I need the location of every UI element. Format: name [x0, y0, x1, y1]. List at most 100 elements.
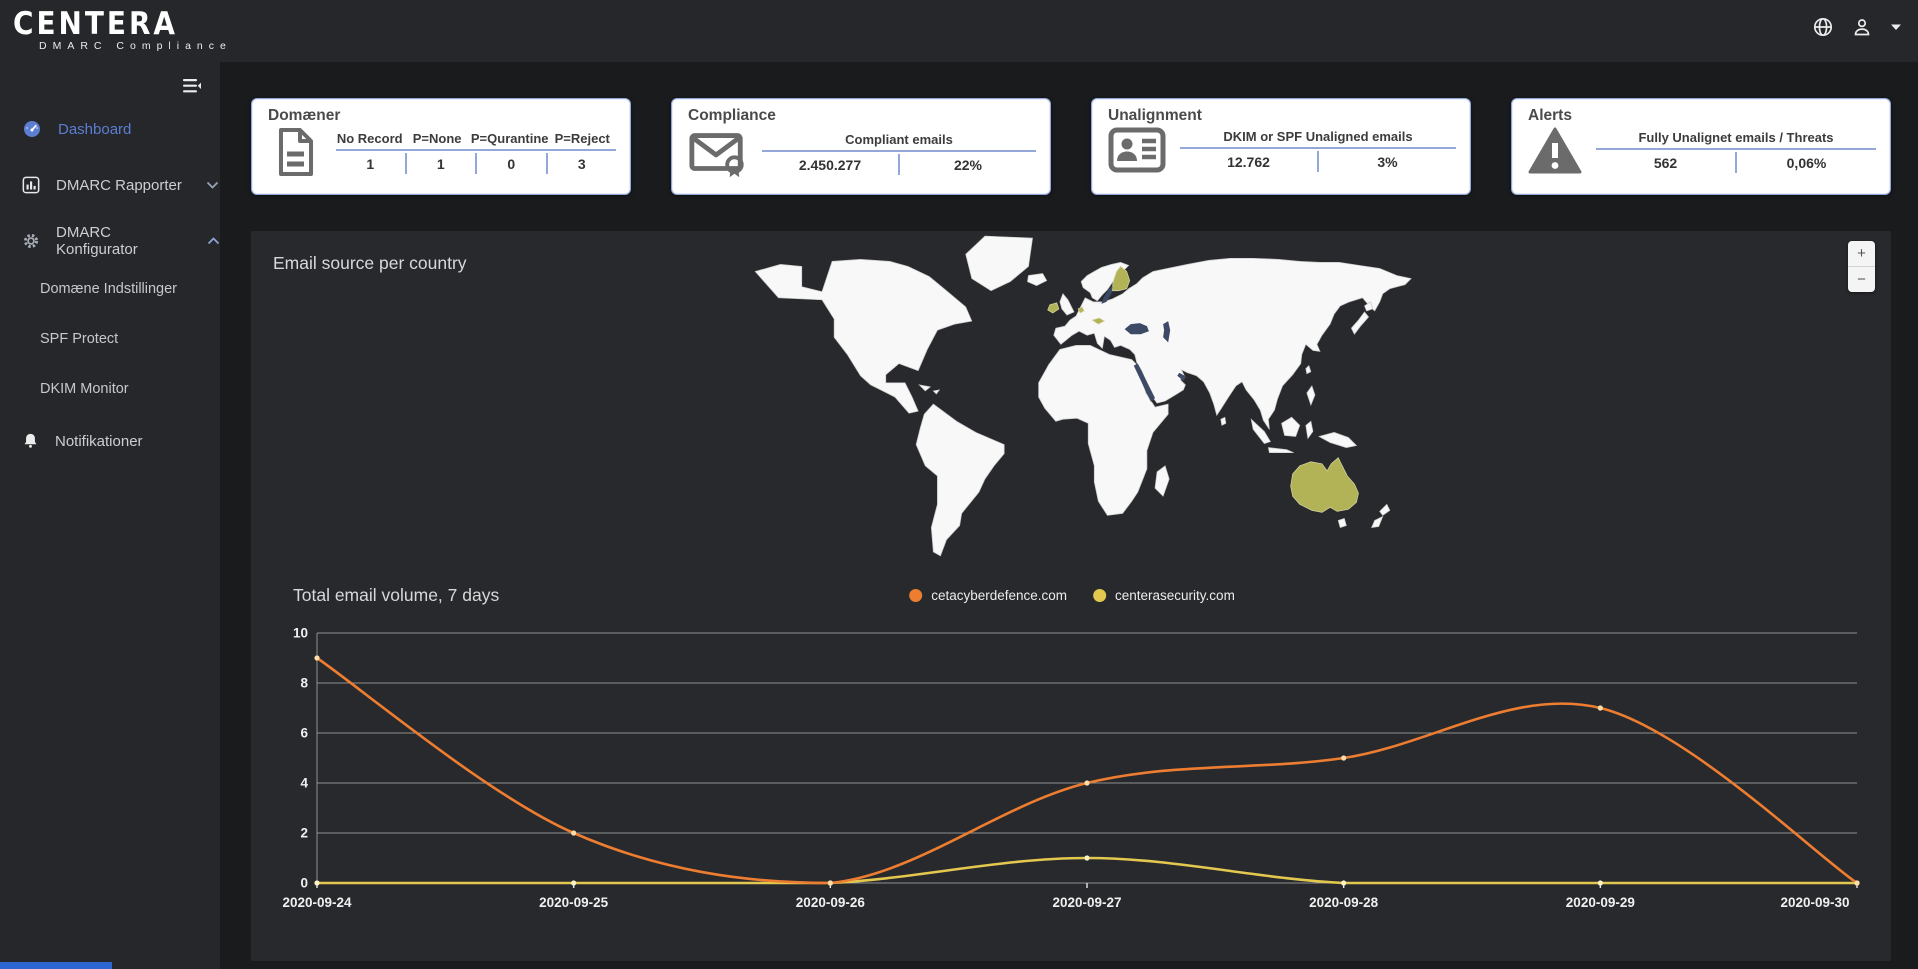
envelope-icon	[688, 127, 748, 179]
map-island-java	[1267, 447, 1294, 454]
chart-legend: cetacyberdefence.com centerasecurity.com	[909, 588, 1235, 603]
stat-value: 1	[366, 155, 375, 172]
stat-card-unalignment: Unalignment DKIM or SPF Unaligned emails 1…	[1091, 98, 1471, 195]
stat-value: 3%	[1317, 150, 1456, 172]
map-country-austria[interactable]	[1091, 317, 1106, 325]
stat-cards-row: Domæner No Record P=None P=Qurantine P=Rejec…	[251, 98, 1891, 195]
bell-icon	[22, 432, 39, 450]
gear-icon	[22, 232, 40, 250]
map-country-finland[interactable]	[1111, 265, 1131, 292]
data-point-cetacyberdefence-com-2020-09-28[interactable]	[1341, 755, 1347, 761]
barchart-icon	[22, 176, 40, 194]
map-island-new-guinea	[1318, 432, 1358, 448]
warning-icon	[1528, 127, 1582, 175]
main-content: Domæner No Record P=None P=Qurantine P=Rejec…	[220, 62, 1918, 969]
data-point-centerasecurity-com-2020-09-24[interactable]	[314, 880, 320, 886]
map-title: Email source per country	[273, 253, 467, 273]
card-stats: No Record P=None P=Qurantine P=Reject 1 1 0 3	[336, 131, 616, 174]
stat-header: No Record	[336, 130, 403, 146]
map-island-sri-lanka	[1220, 416, 1227, 426]
series-line-centerasecurity-com	[315, 856, 1859, 885]
map-landmass-north-america	[754, 258, 973, 414]
sidebar-subitem-spf-protect[interactable]: SPF Protect	[40, 331, 119, 347]
sidebar-nav: Dashboard DMARC Rapporter DMARC Konfigurat…	[0, 112, 220, 458]
map-island-sumatra	[1250, 418, 1271, 444]
stat-divider	[1596, 147, 1876, 150]
data-point-centerasecurity-com-2020-09-27[interactable]	[1084, 855, 1090, 861]
card-stats: Compliant emails 2.450.277 22%	[762, 132, 1036, 175]
horizontal-scrollbar[interactable]	[0, 962, 112, 969]
sidebar-item-dashboard[interactable]: Dashboard	[0, 112, 220, 146]
stat-card-dom-ner: Domæner No Record P=None P=Qurantine P=Rejec…	[251, 98, 631, 195]
y-axis-label: 2	[300, 826, 308, 841]
topbar-actions	[1812, 16, 1902, 38]
data-point-cetacyberdefence-com-2020-09-30[interactable]	[1854, 880, 1860, 886]
legend-item-centerasecurity-com[interactable]: centerasecurity.com	[1093, 588, 1235, 603]
menu-fold-icon[interactable]	[182, 78, 202, 99]
globe-icon[interactable]	[1812, 16, 1834, 38]
data-point-cetacyberdefence-com-2020-09-29[interactable]	[1597, 705, 1603, 711]
map-zoom-out-button[interactable]: −	[1848, 266, 1875, 292]
data-point-cetacyberdefence-com-2020-09-24[interactable]	[314, 655, 320, 661]
sidebar-subitem-dom-ne-indstillinger[interactable]: Domæne Indstillinger	[40, 281, 178, 297]
sidebar-item-label: DMARC Rapporter	[56, 176, 182, 194]
y-axis-label: 6	[300, 726, 308, 741]
y-axis-label: 10	[293, 626, 308, 641]
map-sea-caspian	[1163, 321, 1171, 343]
data-point-cetacyberdefence-com-2020-09-25[interactable]	[571, 830, 577, 836]
legend-item-cetacyberdefence-com[interactable]: cetacyberdefence.com	[909, 588, 1067, 603]
stat-value: 12.762	[1227, 153, 1270, 170]
stat-divider	[762, 149, 1036, 152]
stat-value: 562	[1653, 154, 1678, 171]
idcard-icon	[1108, 127, 1166, 173]
caret-down-icon[interactable]	[1890, 23, 1902, 31]
map-island-japan	[1350, 311, 1370, 335]
legend-label: centerasecurity.com	[1115, 588, 1235, 603]
x-axis-label: 2020-09-27	[1052, 895, 1121, 910]
card-body: DKIM or SPF Unaligned emails 12.762 3%	[1108, 127, 1456, 173]
stat-header: Compliant emails	[845, 131, 953, 147]
map-country-ireland[interactable]	[1047, 302, 1060, 314]
stat-value: 1	[404, 152, 476, 174]
card-body: No Record P=None P=Qurantine P=Reject 1 1 0 3	[268, 127, 616, 177]
map-zoom-in-button[interactable]: +	[1857, 245, 1866, 262]
sidebar-item-notifikationer[interactable]: Notifikationer	[0, 424, 220, 458]
map-island-great-britain	[1059, 293, 1075, 316]
map-sea-red	[1133, 363, 1156, 403]
stat-value: 3	[545, 152, 617, 174]
sidebar-item-dmarc-rapporter[interactable]: DMARC Rapporter	[0, 168, 220, 202]
map-sea-baltic	[1101, 285, 1113, 304]
data-point-centerasecurity-com-2020-09-28[interactable]	[1341, 880, 1347, 886]
data-point-centerasecurity-com-2020-09-25[interactable]	[571, 880, 577, 886]
map-country-australia[interactable]	[1290, 457, 1359, 513]
stat-divider	[336, 148, 616, 151]
document-icon	[268, 127, 322, 177]
data-point-cetacyberdefence-com-2020-09-26[interactable]	[827, 880, 833, 886]
map-island-hokkaido	[1364, 301, 1374, 312]
legend-dot	[909, 589, 923, 602]
map-landmass-greenland	[965, 235, 1033, 292]
sidebar-item-label: Notifikationer	[55, 432, 143, 450]
data-point-centerasecurity-com-2020-09-29[interactable]	[1597, 880, 1603, 886]
topbar: CENTERA DMARC Compliance	[0, 0, 1918, 62]
chart-area: 0 2 4 6 8 10 2020-09-24 2020-09-25 2020-09-26 202…	[271, 621, 1871, 926]
user-icon[interactable]	[1852, 17, 1872, 37]
map-island-iceland	[1027, 273, 1048, 287]
sidebar-item-dmarc-konfigurator[interactable]: DMARC Konfigurator	[0, 224, 220, 258]
dashboard-icon	[22, 119, 42, 139]
legend-label: cetacyberdefence.com	[931, 588, 1068, 603]
card-stat-values: 2.450.277 22%	[762, 153, 1036, 175]
sidebar-subitem-dkim-monitor[interactable]: DKIM Monitor	[40, 381, 129, 397]
card-body: Compliant emails 2.450.277 22%	[688, 127, 1036, 179]
y-axis-label: 8	[300, 676, 308, 691]
card-title: Compliance	[688, 107, 776, 124]
map-sea-persian-gulf	[1177, 372, 1187, 381]
world-map[interactable]	[726, 231, 1416, 563]
x-axis-label: 2020-09-24	[282, 895, 352, 910]
data-point-cetacyberdefence-com-2020-09-27[interactable]	[1084, 780, 1090, 786]
card-stats: Fully Unalignet emails / Threats 562 0,06%	[1596, 130, 1876, 173]
map-country-netherlands[interactable]	[1077, 306, 1085, 314]
map-sea-black	[1124, 323, 1149, 335]
stat-value: 0,06%	[1735, 151, 1876, 173]
series-line-cetacyberdefence-com	[315, 656, 1859, 885]
